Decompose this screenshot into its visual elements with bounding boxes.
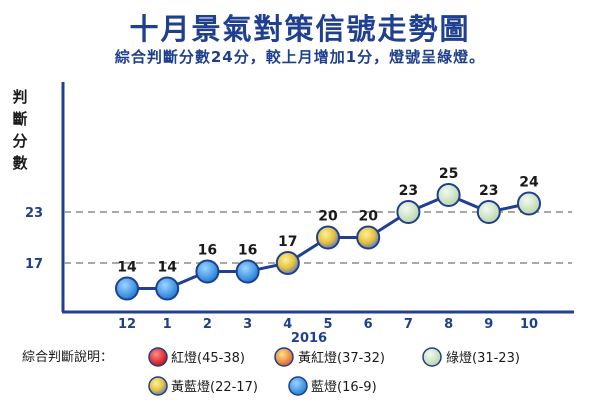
x-tick-label: 5 xyxy=(323,317,332,332)
data-point xyxy=(396,200,421,224)
legend-label-green: 綠燈(31-23) xyxy=(446,351,520,366)
data-label: 23 xyxy=(479,183,498,199)
data-point xyxy=(316,225,340,250)
data-label: 17 xyxy=(278,234,297,250)
data-label: 14 xyxy=(157,260,177,276)
data-point xyxy=(356,225,381,250)
legend-item-yellow-red: 黃紅燈(37-32) xyxy=(274,347,385,367)
legend-label-blue: 藍燈(16-9) xyxy=(311,380,377,395)
data-point xyxy=(115,276,139,301)
legend-marker-green xyxy=(422,347,442,367)
legend-label-yellow-blue: 黃藍燈(22-17) xyxy=(171,380,258,395)
x-tick-label: 10 xyxy=(520,317,538,332)
x-tick-label: 2 xyxy=(203,317,212,332)
legend-item-green: 綠燈(31-23) xyxy=(422,347,520,367)
x-axis-label: 2016 xyxy=(291,331,327,346)
data-point xyxy=(517,191,541,216)
legend-item-blue: 藍燈(16-9) xyxy=(288,376,377,396)
x-tick-label: 3 xyxy=(243,317,252,332)
data-point xyxy=(195,259,220,284)
chart-title: 十月景氣對策信號走勢圖 xyxy=(129,12,471,46)
data-label: 25 xyxy=(439,166,458,182)
data-label: 20 xyxy=(318,209,338,225)
legend-item-red: 紅燈(45-38) xyxy=(148,347,245,367)
data-label: 23 xyxy=(399,183,418,199)
y-axis-label-char: 數 xyxy=(12,154,27,172)
legend-title: 綜合判斷說明： xyxy=(22,349,113,365)
data-point xyxy=(155,276,180,301)
x-tick-label: 9 xyxy=(484,317,493,332)
data-label: 14 xyxy=(117,260,137,276)
y-tick-label: 23 xyxy=(25,206,43,221)
legend-marker-blue xyxy=(288,376,308,396)
data-label: 20 xyxy=(358,209,378,225)
data-label: 16 xyxy=(198,243,217,259)
legend-label-yellow-red: 黃紅燈(37-32) xyxy=(298,351,385,366)
data-label: 24 xyxy=(519,175,539,191)
y-axis-label-char: 斷 xyxy=(12,110,27,128)
y-tick-label: 17 xyxy=(25,257,43,272)
chart-subtitle: 綜合判斷分數24分，較上月增加1分，燈號呈綠燈。 xyxy=(114,48,486,66)
legend-marker-yellow-red xyxy=(274,347,294,367)
data-point xyxy=(235,259,260,284)
y-axis-label-char: 判 xyxy=(12,88,27,106)
legend-marker-yellow-blue xyxy=(148,376,168,396)
data-point xyxy=(476,200,501,224)
x-tick-label: 4 xyxy=(283,317,292,332)
legend-marker-red xyxy=(148,347,168,367)
x-tick-label: 1 xyxy=(163,317,172,332)
x-tick-label: 7 xyxy=(404,317,413,332)
x-tick-label: 8 xyxy=(444,317,453,332)
data-point xyxy=(436,183,461,207)
legend-item-yellow-blue: 黃藍燈(22-17) xyxy=(148,376,258,396)
y-axis-label-char: 分 xyxy=(12,132,27,150)
x-tick-label: 6 xyxy=(364,317,373,332)
legend-label-red: 紅燈(45-38) xyxy=(171,351,245,366)
data-label: 16 xyxy=(238,243,257,259)
x-tick-label: 12 xyxy=(118,317,136,332)
data-point xyxy=(275,251,300,275)
